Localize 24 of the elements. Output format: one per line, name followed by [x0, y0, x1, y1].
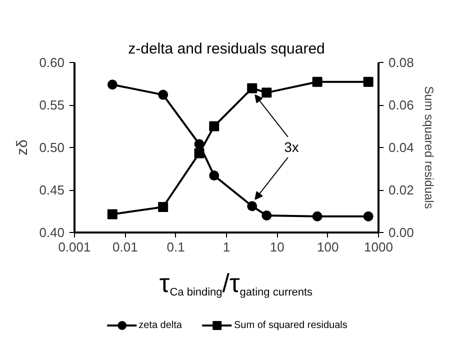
- x-tick-label: 0.01: [112, 240, 138, 254]
- y2-axis-title: Sum squared residuals: [422, 86, 436, 209]
- y-tick-label: 0.60: [39, 55, 65, 70]
- y2-tick-label: 0.02: [388, 182, 414, 198]
- legend-label: Sum of squared residuals: [234, 320, 348, 330]
- y-tick-label: 0.45: [39, 182, 65, 198]
- y-tick-label: 0.55: [39, 98, 65, 112]
- y2-tick-label: 0.04: [388, 140, 414, 155]
- legend-label: zeta delta: [138, 320, 182, 330]
- y-axis-title: zδ: [14, 140, 32, 156]
- y2-tick-label: 0.00: [388, 225, 414, 240]
- x-tick-label: 1: [222, 240, 230, 254]
- x-tick-label: 100: [316, 240, 339, 254]
- y2-tick-label: 0.06: [388, 98, 414, 112]
- x-tick-label: 10: [270, 240, 284, 254]
- x-axis-title: τ$_{Ca binding}$/τ$_{gating currents}$: [159, 268, 313, 298]
- chart-title: z-delta and residuals squared: [128, 40, 325, 58]
- y-tick-label: 0.40: [39, 225, 65, 240]
- x-tick-label: 1000: [364, 240, 393, 254]
- y2-tick-label: 0.08: [388, 55, 414, 70]
- y-tick-label: 0.50: [39, 140, 65, 155]
- x-tick-label: 0.1: [166, 240, 185, 254]
- x-tick-label: 0.001: [58, 240, 91, 254]
- annotation: 3x: [284, 139, 299, 156]
